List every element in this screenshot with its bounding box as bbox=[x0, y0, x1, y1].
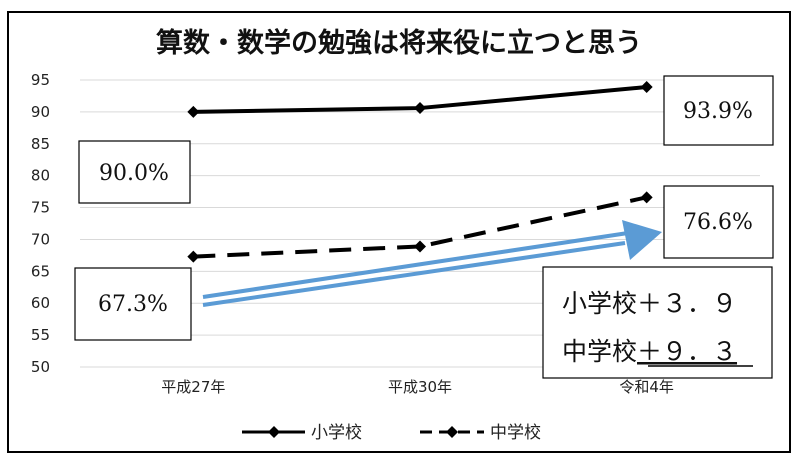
callout-jh-start-label: 67.3% bbox=[98, 292, 168, 317]
series-0-point-1 bbox=[414, 102, 426, 115]
callout-elem-start: 90.0% bbox=[78, 140, 191, 204]
callout-elem-start-label: 90.0% bbox=[99, 161, 169, 186]
y-tick-label-50: 50 bbox=[31, 358, 50, 376]
series-0 bbox=[187, 81, 653, 118]
y-tick-label-65: 65 bbox=[31, 262, 50, 280]
x-tick-label-0: 平成27年 bbox=[161, 378, 225, 396]
x-tick-label-1: 平成30年 bbox=[388, 378, 452, 396]
series-0-point-2 bbox=[640, 81, 653, 94]
y-tick-label-90: 90 bbox=[31, 103, 50, 121]
callout-jh-end-label: 76.6% bbox=[683, 210, 753, 235]
legend-marker-solid bbox=[268, 426, 280, 438]
series-1-point-0 bbox=[187, 250, 200, 263]
difference-jh-value: ＋９．３ bbox=[637, 337, 737, 366]
legend-label-jh: 中学校 bbox=[490, 423, 541, 443]
y-axis-ticks: 50 55 60 65 70 75 80 85 90 95 bbox=[31, 71, 50, 376]
y-tick-label-55: 55 bbox=[31, 326, 50, 344]
callout-elem-end-label: 93.9% bbox=[683, 99, 753, 124]
y-tick-label-95: 95 bbox=[31, 71, 50, 89]
y-tick-label-85: 85 bbox=[31, 135, 50, 153]
legend-label-elem: 小学校 bbox=[311, 423, 362, 443]
difference-box: 小学校＋３．９ 中学校＋９．３ bbox=[542, 266, 773, 379]
chart-border bbox=[7, 11, 791, 453]
y-tick-label-80: 80 bbox=[31, 167, 50, 185]
trend-arrow bbox=[202, 220, 662, 307]
chart-title: 算数・数学の勉強は将来役に立つと思う bbox=[156, 27, 642, 59]
legend-marker-dashed bbox=[446, 426, 458, 438]
difference-jh: 中学校＋９．３ bbox=[562, 337, 737, 366]
series-1-point-1 bbox=[414, 240, 426, 253]
callout-jh-start: 67.3% bbox=[74, 267, 192, 341]
trend-arrow-line-upper bbox=[202, 231, 629, 299]
series-0-point-0 bbox=[187, 105, 200, 118]
trend-arrow-line-lower bbox=[202, 241, 626, 307]
legend: 小学校 中学校 bbox=[242, 423, 541, 443]
trend-arrow-head bbox=[622, 220, 662, 260]
x-tick-label-2: 令和4年 bbox=[619, 378, 674, 396]
y-tick-label-75: 75 bbox=[31, 199, 50, 217]
legend-item-elem: 小学校 bbox=[242, 423, 362, 443]
x-axis-ticks: 平成27年 平成30年 令和4年 bbox=[161, 378, 674, 396]
callout-elem-end: 93.9% bbox=[663, 75, 774, 146]
series-1-point-2 bbox=[640, 191, 653, 204]
series-1 bbox=[187, 191, 653, 263]
legend-item-jh: 中学校 bbox=[420, 423, 541, 443]
y-tick-label-60: 60 bbox=[31, 294, 50, 312]
difference-jh-prefix: 中学校 bbox=[562, 337, 637, 366]
y-tick-label-70: 70 bbox=[31, 230, 50, 248]
series-line-1 bbox=[193, 195, 648, 259]
series-lines bbox=[187, 81, 653, 263]
callout-jh-end: 76.6% bbox=[663, 185, 774, 259]
difference-elem: 小学校＋３．９ bbox=[562, 289, 737, 318]
